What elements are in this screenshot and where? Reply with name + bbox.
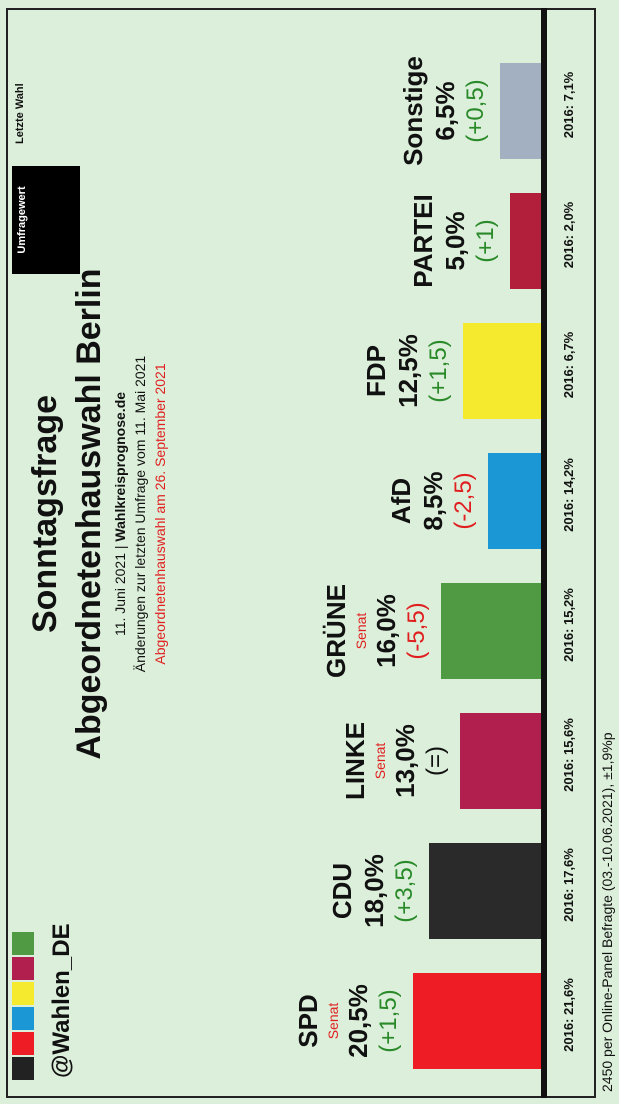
change-label-sonstige: (+0,5)	[462, 79, 490, 143]
category-label-spd: SPD	[292, 994, 323, 1048]
change-label-spd: (+1,5)	[374, 989, 402, 1053]
bar-linke	[459, 713, 541, 809]
category-label-fdp: FDP	[360, 345, 391, 397]
legend-last-label: Letzte Wahl	[14, 83, 26, 144]
last-election-label-cdu: 2016: 17,6%	[561, 848, 576, 922]
category-label-partei: PARTEI	[407, 194, 438, 288]
legend-current-label: Umfragewert	[16, 186, 28, 254]
last-election-label-gruene: 2016: 15,2%	[561, 588, 576, 662]
last-election-label-linke: 2016: 15,6%	[561, 718, 576, 792]
value-label-fdp: 12,5%	[392, 334, 423, 408]
brand-handle: @Wahlen_DE	[48, 923, 75, 1078]
category-label-cdu: CDU	[326, 862, 357, 920]
change-label-fdp: (+1,5)	[424, 339, 452, 403]
category-label-gruene: GRÜNE	[321, 584, 351, 678]
category-label-afd: AfD	[385, 477, 416, 525]
bar-fdp	[462, 323, 541, 419]
last-election-label-partei: 2016: 2,0%	[561, 201, 576, 269]
value-label-partei: 5,0%	[439, 211, 470, 271]
change-label-partei: (+1)	[471, 219, 499, 263]
source-text: Wahlkreisprognose.de	[112, 391, 128, 542]
bar-partei	[509, 193, 541, 289]
party-color-swatches	[12, 930, 34, 1080]
bar-cdu	[428, 843, 541, 939]
value-label-afd: 8,5%	[417, 471, 448, 531]
change-label-afd: (-2,5)	[449, 472, 477, 530]
bar-afd	[487, 453, 541, 549]
category-label-linke: LINKE	[339, 722, 370, 800]
chart-title: Sonntagsfrage	[26, 394, 64, 634]
bar-gruene	[441, 583, 541, 679]
value-label-gruene: 16,0%	[371, 594, 401, 668]
change-label-gruene: (-5,5)	[403, 602, 430, 660]
category-label-sonstige: Sonstige	[398, 56, 429, 166]
value-label-sonstige: 6,5%	[430, 81, 461, 141]
last-election-label-afd: 2016: 14,2%	[561, 458, 576, 532]
chart-subtitle: Abgeordnetenhauswahl Berlin	[70, 268, 108, 760]
last-election-label-fdp: 2016: 6,7%	[561, 331, 576, 399]
value-label-spd: 20,5%	[342, 984, 373, 1058]
value-label-cdu: 18,0%	[358, 854, 389, 928]
changes-line: Änderungen zur letzten Umfrage vom 11. M…	[132, 355, 148, 673]
senat-label-spd: Senat	[324, 1002, 341, 1040]
change-label-linke: (=)	[421, 746, 449, 776]
election-line: Abgeordnetenhauswahl am 26. September 20…	[152, 363, 168, 665]
value-label-linke: 13,0%	[389, 724, 420, 798]
date-line: 11. Juni 2021 | Wahlkreisprognose.de	[112, 234, 128, 794]
last-election-label-spd: 2016: 21,6%	[561, 978, 576, 1052]
footer-note: 2450 per Online-Panel Befragte (03.-10.0…	[599, 732, 615, 1092]
change-label-cdu: (+3,5)	[390, 859, 418, 923]
last-election-label-sonstige: 2016: 7,1%	[561, 71, 576, 139]
bar-sonstige	[500, 63, 541, 159]
senat-label-linke: Senat	[371, 742, 388, 780]
senat-label-gruene: Senat	[353, 612, 369, 650]
date-text: 11. Juni 2021 |	[112, 541, 128, 637]
bar-spd	[412, 973, 541, 1069]
last-election-row: 2016: 21,6% 2016: 17,6% 2016: 15,6% 2016: 1…	[547, 8, 594, 1098]
